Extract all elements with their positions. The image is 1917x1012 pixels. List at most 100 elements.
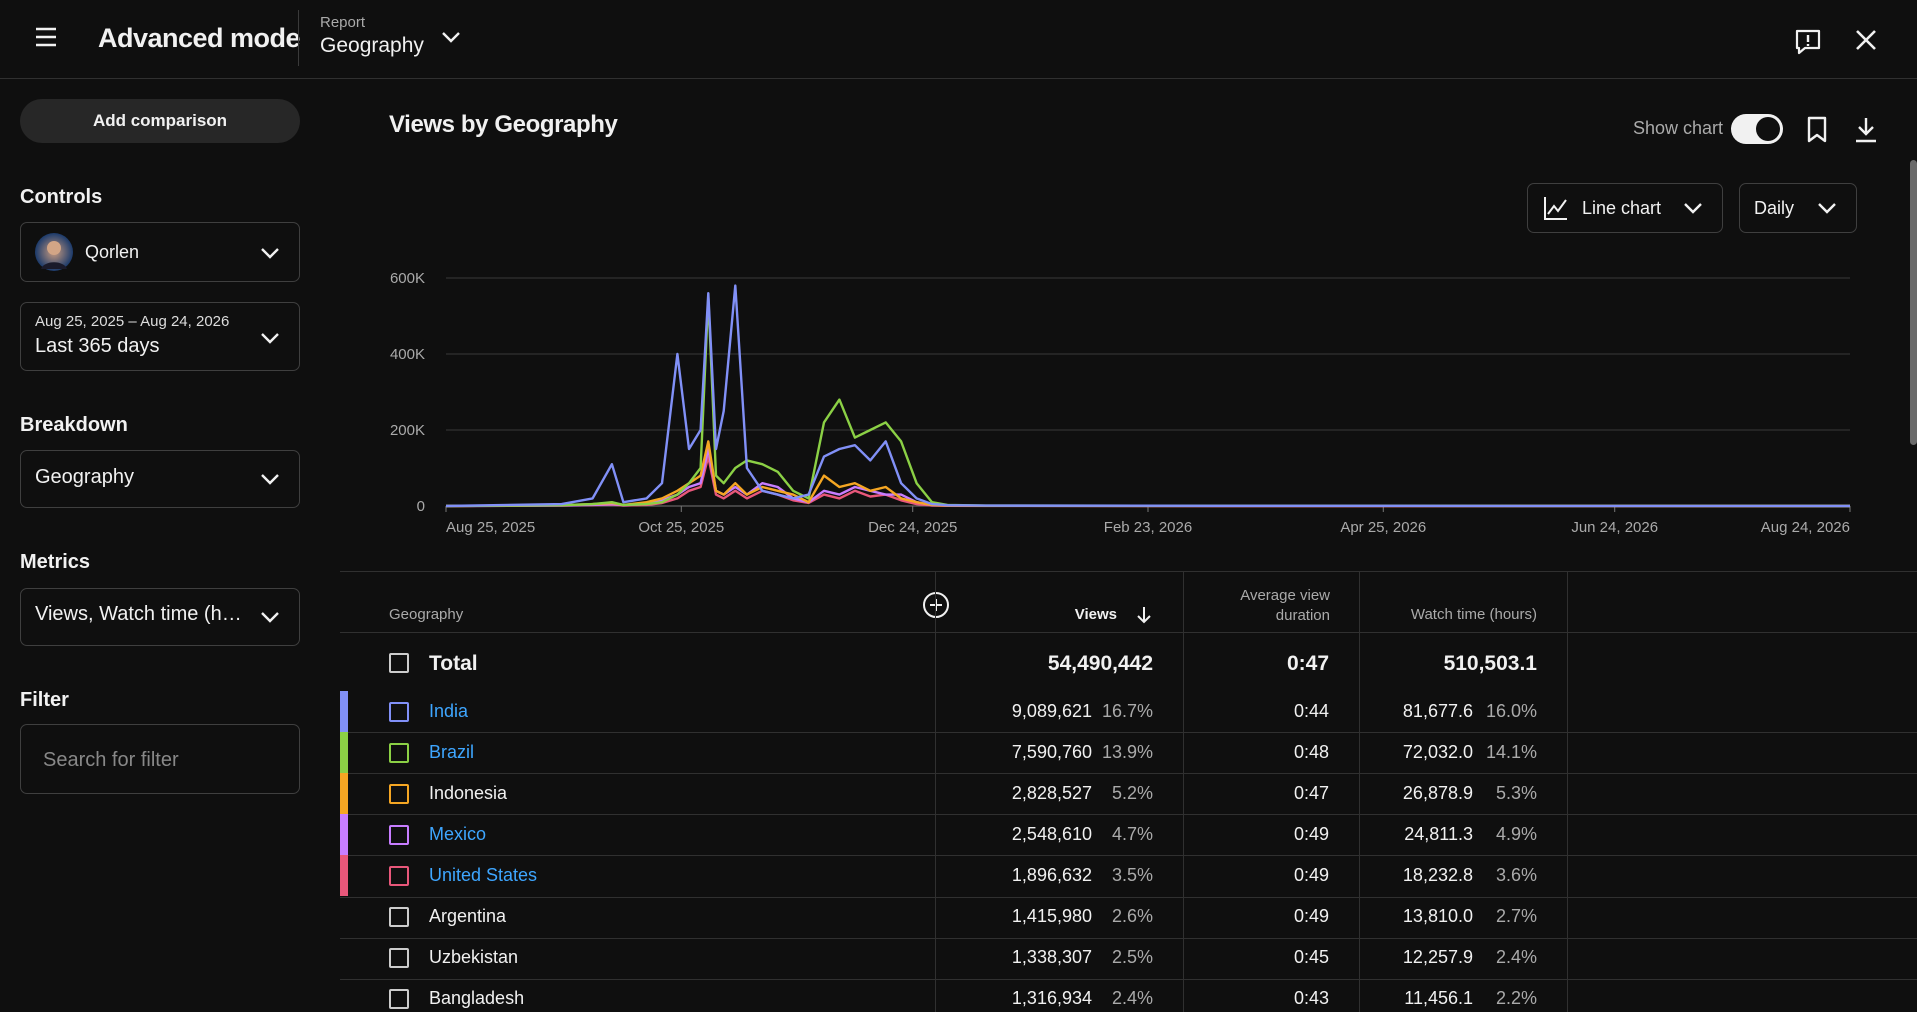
row-name[interactable]: United States [429,864,538,885]
row-name[interactable]: Brazil [429,741,475,762]
x-tick-label: Aug 24, 2026 [1761,519,1850,536]
sort-icon[interactable] [1135,605,1153,625]
chevron [1818,203,1836,214]
report-dropdown[interactable] [440,30,462,44]
date-select[interactable] [20,302,300,371]
column-header[interactable]: Views [1074,606,1117,623]
checkbox[interactable] [389,907,409,928]
avg-duration: 0:47 [1293,782,1329,803]
y-tick-label: 600K [390,270,425,287]
filter-placeholder: Search for filter [43,749,179,771]
row-color-stripe [340,814,348,856]
watch-time: 24,811.3 [1404,823,1473,844]
show-chart-label: Show chart [1633,118,1724,138]
x-tick-label: Jun 24, 2026 [1571,519,1658,536]
column-header[interactable]: Average view duration [1240,587,1330,624]
divider [298,10,299,66]
row-color-stripe [340,773,348,815]
views: 1,316,934 [1011,988,1092,1009]
views-pct: 2.4% [1111,988,1153,1009]
metrics-select[interactable] [20,588,300,646]
row-name[interactable]: Argentina [429,906,507,927]
x-tick-label: Dec 24, 2025 [868,519,957,536]
watch-time: 12,257.9 [1402,947,1473,968]
row-name[interactable]: Uzbekistan [429,947,519,968]
views-pct: 16.7% [1101,700,1153,721]
row-border [340,937,1917,939]
watch-pct: 2.4% [1495,947,1537,968]
row-border [340,855,1917,857]
avg-duration: 0:43 [1293,988,1329,1009]
row-color-stripe [340,732,348,774]
views-pct: 13.9% [1101,741,1153,762]
column-header[interactable]: Geography [389,606,464,623]
header-border [0,78,1917,79]
metrics-value: Views, Watch time (h… [35,603,242,625]
total-watch-time: 510,503.1 [1443,652,1537,675]
chart-type-select[interactable] [1527,183,1723,233]
column-divider [1359,571,1360,1012]
column-header[interactable]: Watch time (hours) [1410,606,1537,623]
show-chart-toggle[interactable] [1731,114,1783,144]
checkbox[interactable] [389,742,409,763]
row-name[interactable]: Bangladesh [429,988,525,1009]
checkbox[interactable] [389,865,409,886]
watch-pct: 5.3% [1495,782,1537,803]
filter-label: Filter [20,689,69,711]
views: 1,415,980 [1011,906,1092,927]
y-tick-label: 400K [390,346,425,363]
close-icon[interactable] [1855,29,1877,51]
row-name[interactable]: Mexico [429,823,487,844]
row-border [340,814,1917,816]
add-comparison-button[interactable]: Add comparison [20,99,300,143]
checkbox[interactable] [389,948,409,969]
interval-select[interactable] [1739,183,1857,233]
watch-pct: 4.9% [1495,823,1537,844]
views: 2,548,610 [1011,823,1092,844]
scrollbar[interactable] [1910,160,1917,445]
watch-pct: 2.7% [1495,906,1537,927]
filter-input[interactable] [20,724,300,794]
watch-time: 81,677.6 [1402,700,1473,721]
views: 9,089,621 [1011,700,1092,721]
row-name[interactable]: India [429,700,469,721]
row-border [340,978,1917,980]
views-pct: 3.5% [1111,864,1153,885]
checkbox[interactable] [389,701,409,722]
menu-icon[interactable] [34,26,58,48]
column-divider [935,571,936,1012]
breakdown-select[interactable] [20,450,300,508]
watch-time: 13,810.0 [1402,906,1473,927]
checkbox[interactable] [389,783,409,804]
feedback-icon[interactable] [1793,27,1823,57]
views-pct: 5.2% [1111,782,1153,803]
chevron [1684,203,1702,214]
views-pct: 4.7% [1111,823,1153,844]
add-column-icon[interactable] [922,591,950,619]
avg-duration: 0:45 [1293,947,1329,968]
channel-name: Qorlen [85,242,140,262]
row-color-stripe [340,855,348,897]
row-name[interactable]: Indonesia [429,782,508,803]
x-tick-label: Aug 25, 2025 [446,519,535,536]
row-border [340,773,1917,775]
checkbox[interactable] [389,989,409,1010]
report-name: Geography [320,34,424,57]
checkbox[interactable] [389,653,409,673]
channel-select[interactable] [20,222,300,282]
bookmark-icon[interactable] [1806,116,1828,144]
x-tick-label: Oct 25, 2025 [638,519,724,536]
chevron [261,612,279,623]
chevron [261,248,279,259]
views: 1,338,307 [1011,947,1092,968]
row-border [340,632,1917,633]
download-icon[interactable] [1854,116,1878,144]
views-pct: 2.6% [1111,906,1153,927]
breakdown-label: Breakdown [20,414,128,436]
avg-duration: 0:49 [1293,906,1329,927]
interval: Daily [1754,198,1795,218]
checkbox[interactable] [389,824,409,845]
controls-label: Controls [20,186,103,208]
